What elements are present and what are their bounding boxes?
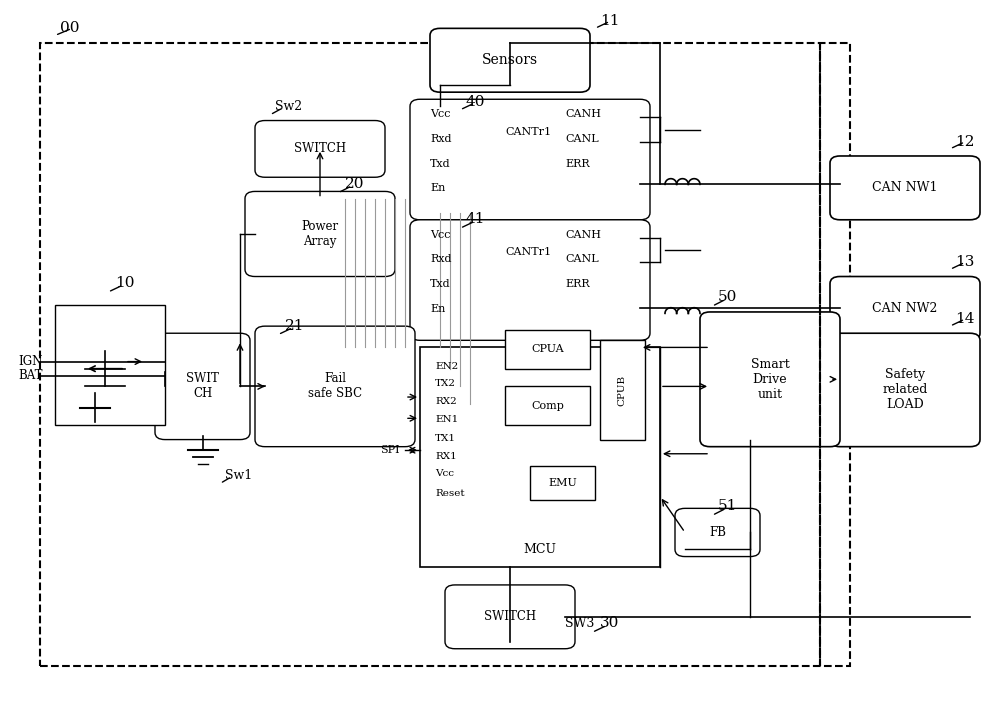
Text: CANTr1: CANTr1 — [505, 247, 551, 257]
Text: Power
Array: Power Array — [301, 220, 339, 248]
Text: Vcc: Vcc — [430, 109, 450, 119]
Text: CPUA: CPUA — [531, 344, 564, 354]
Text: 40: 40 — [465, 95, 484, 109]
Text: EN2: EN2 — [435, 362, 458, 371]
Text: CANL: CANL — [565, 134, 599, 144]
Text: En: En — [430, 304, 445, 314]
Text: 14: 14 — [955, 312, 974, 326]
Text: 21: 21 — [285, 318, 304, 333]
Text: En: En — [430, 184, 445, 194]
Text: CAN NW1: CAN NW1 — [872, 182, 938, 194]
FancyBboxPatch shape — [505, 386, 590, 425]
Text: BAT: BAT — [18, 369, 42, 382]
Text: Vcc: Vcc — [430, 230, 450, 240]
Text: Sw2: Sw2 — [275, 100, 302, 113]
Text: CANL: CANL — [565, 255, 599, 264]
FancyBboxPatch shape — [445, 585, 575, 649]
Text: Vcc: Vcc — [435, 469, 454, 479]
Text: Safety
related
LOAD: Safety related LOAD — [882, 369, 928, 411]
Text: EN1: EN1 — [435, 415, 458, 424]
Text: SPI: SPI — [380, 445, 400, 455]
Text: Sensors: Sensors — [482, 53, 538, 67]
Text: 00: 00 — [60, 21, 80, 35]
Text: FB: FB — [709, 526, 726, 539]
Text: Comp: Comp — [531, 401, 564, 411]
Text: Rxd: Rxd — [430, 255, 452, 264]
Text: ERR: ERR — [565, 279, 590, 289]
FancyBboxPatch shape — [700, 312, 840, 447]
Text: SWITCH: SWITCH — [484, 610, 536, 623]
FancyBboxPatch shape — [600, 340, 645, 440]
Text: TX1: TX1 — [435, 434, 456, 443]
Text: 12: 12 — [955, 135, 974, 149]
Text: Txd: Txd — [430, 279, 451, 289]
Text: 30: 30 — [600, 616, 619, 630]
FancyBboxPatch shape — [155, 333, 250, 440]
Text: EMU: EMU — [548, 478, 577, 488]
FancyBboxPatch shape — [55, 305, 165, 425]
Text: MCU: MCU — [524, 543, 556, 556]
FancyBboxPatch shape — [530, 466, 595, 500]
FancyBboxPatch shape — [675, 508, 760, 557]
Text: CPUB: CPUB — [618, 374, 626, 406]
Text: SWITCH: SWITCH — [294, 143, 346, 155]
Text: 51: 51 — [718, 499, 737, 513]
Text: CANH: CANH — [565, 109, 601, 119]
FancyBboxPatch shape — [410, 99, 650, 220]
FancyBboxPatch shape — [245, 191, 395, 277]
Text: Smart
Drive
unit: Smart Drive unit — [751, 358, 789, 401]
Text: 11: 11 — [600, 14, 620, 28]
Text: RX1: RX1 — [435, 452, 457, 461]
FancyBboxPatch shape — [255, 326, 415, 447]
FancyBboxPatch shape — [255, 121, 385, 177]
Text: CANH: CANH — [565, 230, 601, 240]
FancyBboxPatch shape — [830, 156, 980, 220]
Text: SWIT
CH: SWIT CH — [186, 372, 219, 401]
Text: Fail
safe SBC: Fail safe SBC — [308, 372, 362, 401]
Text: 20: 20 — [345, 177, 364, 191]
Text: IGN: IGN — [18, 355, 42, 368]
Text: 50: 50 — [718, 290, 737, 304]
Text: 41: 41 — [465, 212, 484, 226]
Text: 10: 10 — [115, 276, 134, 290]
Text: RX2: RX2 — [435, 397, 457, 406]
Text: Rxd: Rxd — [430, 134, 452, 144]
FancyBboxPatch shape — [430, 28, 590, 92]
Text: SW3: SW3 — [565, 618, 594, 630]
Text: 13: 13 — [955, 255, 974, 269]
Text: ERR: ERR — [565, 159, 590, 169]
Text: Sw1: Sw1 — [225, 469, 252, 481]
FancyBboxPatch shape — [505, 330, 590, 369]
FancyBboxPatch shape — [830, 277, 980, 340]
FancyBboxPatch shape — [830, 333, 980, 447]
Text: Reset: Reset — [435, 489, 465, 498]
Text: CAN NW2: CAN NW2 — [872, 302, 938, 315]
Text: TX2: TX2 — [435, 379, 456, 389]
FancyBboxPatch shape — [410, 220, 650, 340]
Text: CANTr1: CANTr1 — [505, 127, 551, 137]
FancyBboxPatch shape — [420, 347, 660, 567]
Text: Txd: Txd — [430, 159, 451, 169]
